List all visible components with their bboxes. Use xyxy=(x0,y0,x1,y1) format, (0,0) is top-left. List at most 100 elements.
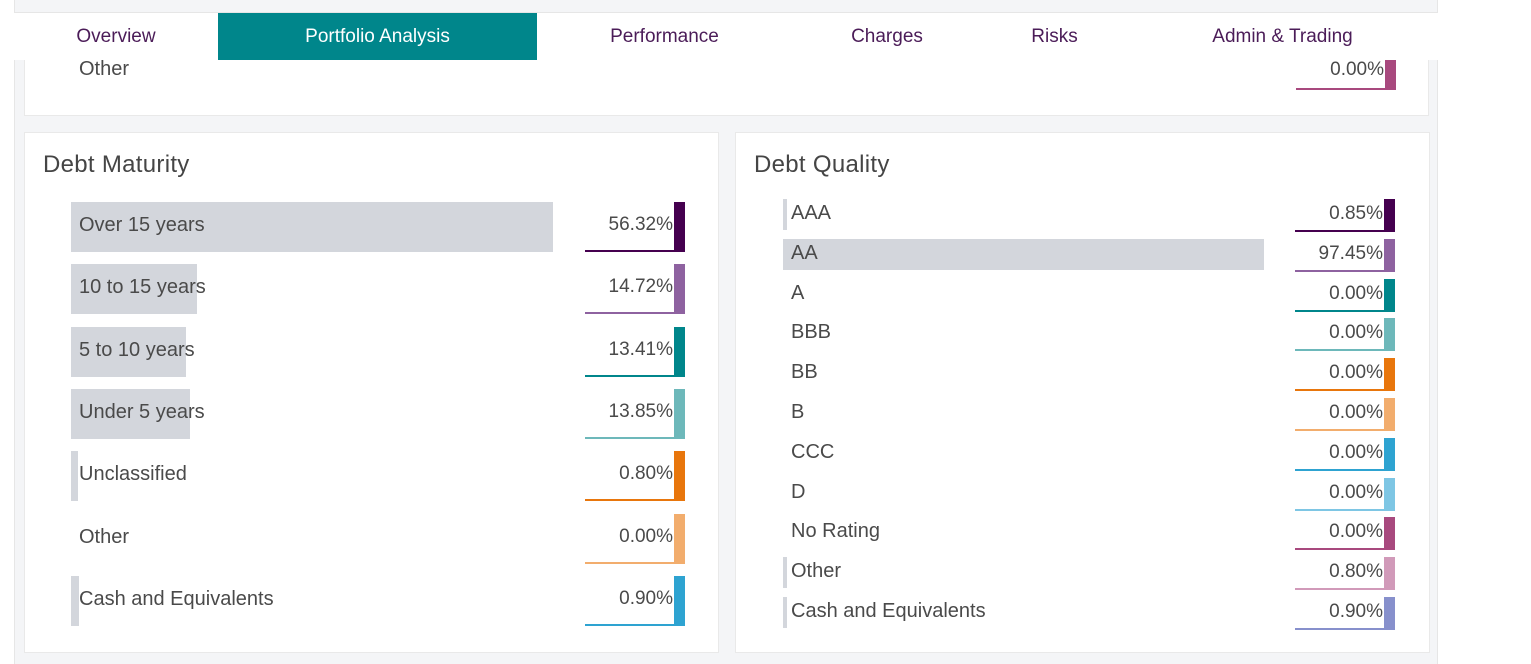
row-value: 0.00% xyxy=(1330,59,1384,80)
value-underline xyxy=(1295,349,1395,352)
color-swatch xyxy=(674,202,685,252)
row-value: 0.80% xyxy=(619,463,673,485)
color-swatch xyxy=(674,388,685,439)
value-box: 13.41% xyxy=(585,326,685,377)
row-label: BBB xyxy=(791,321,832,344)
value-underline xyxy=(585,312,685,315)
value-underline xyxy=(1295,468,1395,471)
value-box: 0.90% xyxy=(585,575,685,626)
row-label: Other xyxy=(791,560,842,583)
value-box: 0.00% xyxy=(1295,358,1395,392)
row-label: A xyxy=(791,281,805,304)
percentage-bar xyxy=(71,388,190,439)
tab-admin-trading[interactable]: Admin & Trading xyxy=(1212,26,1353,47)
color-swatch xyxy=(1384,238,1395,272)
list-item: 10 to 15 years 14.72% xyxy=(25,264,718,315)
percentage-bar xyxy=(71,575,79,626)
value-box: 13.85% xyxy=(585,388,685,439)
list-item: AAA 0.85% xyxy=(736,199,1429,232)
percentage-bar xyxy=(71,264,197,315)
tab-risks[interactable]: Risks xyxy=(1031,26,1078,47)
value-box: 0.80% xyxy=(1295,557,1395,591)
row-value: 0.00% xyxy=(1329,481,1383,503)
row-label: Unclassified xyxy=(79,463,187,486)
tab-overview[interactable]: Overview xyxy=(76,26,156,47)
list-item: A 0.00% xyxy=(736,278,1429,312)
percentage-bar xyxy=(783,199,788,230)
row-value: 0.80% xyxy=(1329,561,1383,583)
color-swatch xyxy=(674,513,685,564)
color-swatch xyxy=(1385,60,1396,90)
value-box: 0.85% xyxy=(1295,199,1395,232)
value-underline xyxy=(1295,389,1395,392)
row-label: Under 5 years xyxy=(79,400,205,423)
list-item: Under 5 years 13.85% xyxy=(25,388,718,439)
row-label: AA xyxy=(791,241,818,264)
card-title: Debt Quality xyxy=(754,151,890,178)
color-swatch xyxy=(1384,358,1395,392)
row-value: 0.85% xyxy=(1329,203,1383,224)
list-item: Cash and Equivalents 0.90% xyxy=(736,597,1429,630)
value-underline xyxy=(585,561,685,564)
color-swatch xyxy=(674,451,685,502)
row-value: 0.90% xyxy=(619,587,673,609)
row-label: No Rating xyxy=(791,520,880,543)
value-box: 0.00% xyxy=(585,513,685,564)
value-box: 0.00% xyxy=(1295,278,1395,312)
color-swatch xyxy=(674,326,685,377)
color-swatch xyxy=(1384,278,1395,312)
row-label: 5 to 10 years xyxy=(79,338,195,361)
color-swatch xyxy=(674,264,685,315)
color-swatch xyxy=(1384,199,1395,232)
value-box: 0.90% xyxy=(1295,597,1395,630)
percentage-bar xyxy=(71,202,554,252)
value-box: 0.00% xyxy=(1295,398,1395,431)
value-box: 0.00% xyxy=(1295,318,1395,352)
row-label: Other xyxy=(79,58,130,80)
color-swatch xyxy=(1384,477,1395,511)
color-swatch xyxy=(1384,318,1395,352)
row-value: 0.00% xyxy=(1329,322,1383,344)
row-value: 0.00% xyxy=(1329,282,1383,304)
color-swatch xyxy=(1384,398,1395,431)
card-title: Debt Maturity xyxy=(43,151,190,178)
color-swatch xyxy=(1384,597,1395,630)
value-underline xyxy=(1296,88,1396,90)
percentage-bar xyxy=(783,238,1265,270)
tab-portfolio-analysis[interactable]: Portfolio Analysis xyxy=(218,13,537,61)
row-label: Over 15 years xyxy=(79,214,205,236)
list-item: Unclassified 0.80% xyxy=(25,451,718,502)
percentage-bar xyxy=(783,597,788,628)
value-underline xyxy=(1295,588,1395,591)
list-item: CCC 0.00% xyxy=(736,437,1429,471)
row-value: 13.85% xyxy=(608,400,673,422)
value-underline xyxy=(1295,230,1395,232)
tab-bar: Overview Portfolio Analysis Performance … xyxy=(14,12,1438,61)
row-label: Other xyxy=(79,525,130,548)
value-box: 14.72% xyxy=(585,264,685,315)
value-underline xyxy=(585,250,685,252)
color-swatch xyxy=(674,575,685,626)
tab-charges[interactable]: Charges xyxy=(851,26,923,47)
list-item: No Rating 0.00% xyxy=(736,517,1429,551)
row-value: 97.45% xyxy=(1318,242,1383,264)
value-underline xyxy=(1295,309,1395,312)
value-underline xyxy=(585,436,685,439)
value-box: 0.00% xyxy=(1295,477,1395,511)
value-box: 97.45% xyxy=(1295,238,1395,272)
row-label: CCC xyxy=(791,440,835,463)
list-item: Other 0.00% xyxy=(25,58,1430,92)
tab-performance[interactable]: Performance xyxy=(610,26,719,47)
list-item: Other 0.00% xyxy=(25,513,718,564)
color-swatch xyxy=(1384,557,1395,591)
row-label: BB xyxy=(791,361,818,384)
color-swatch xyxy=(1384,517,1395,551)
row-value: 0.00% xyxy=(1329,362,1383,384)
value-box: 56.32% xyxy=(585,202,685,252)
row-value: 56.32% xyxy=(608,214,673,235)
previous-section-card: Other 0.00% xyxy=(24,58,1430,116)
value-underline xyxy=(1295,429,1395,431)
row-label: 10 to 15 years xyxy=(79,276,206,299)
value-underline xyxy=(585,623,685,626)
value-underline xyxy=(585,499,685,502)
